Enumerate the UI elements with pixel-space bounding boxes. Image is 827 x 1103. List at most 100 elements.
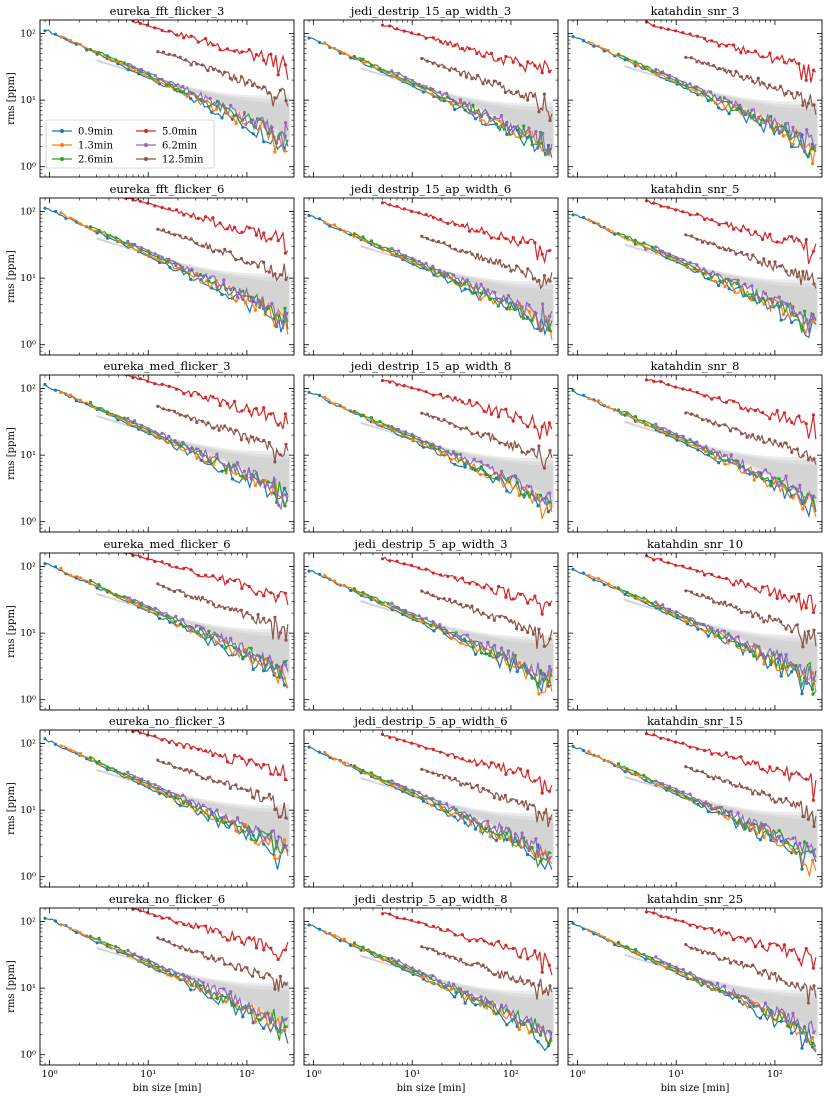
data-point (696, 802, 700, 806)
data-point (700, 418, 705, 422)
data-point (184, 768, 188, 772)
data-point (781, 313, 786, 317)
data-point (526, 450, 530, 454)
data-point (475, 229, 479, 233)
data-point (342, 937, 346, 941)
data-point (190, 983, 194, 987)
data-point (146, 958, 150, 962)
data-point (547, 421, 552, 425)
data-point (722, 984, 727, 988)
data-point (410, 31, 414, 35)
data-point (199, 278, 203, 282)
data-point (509, 619, 513, 623)
axes-frame (567, 374, 823, 533)
data-point (571, 744, 575, 748)
data-point (88, 225, 93, 229)
data-point (479, 641, 483, 645)
data-point (446, 394, 450, 398)
data-point (735, 644, 739, 648)
series-line-0.9min (44, 917, 289, 1044)
data-point (283, 306, 287, 310)
data-point (380, 379, 385, 383)
data-point (812, 984, 816, 988)
data-point (763, 292, 768, 296)
data-point (784, 796, 788, 801)
data-point (442, 418, 446, 422)
data-point (214, 640, 219, 644)
data-point (481, 786, 485, 790)
data-point (430, 92, 434, 96)
data-point (256, 265, 260, 269)
data-point (695, 212, 699, 216)
data-point (153, 252, 157, 256)
data-point (453, 933, 457, 937)
data-point (424, 213, 428, 217)
data-point (43, 382, 47, 387)
data-point (770, 652, 775, 656)
data-point (717, 283, 721, 288)
data-point (273, 272, 277, 276)
data-point (436, 240, 441, 244)
data-point (386, 602, 390, 606)
data-point (453, 576, 457, 580)
data-point (724, 400, 729, 404)
data-point (666, 738, 670, 742)
data-point (769, 114, 773, 119)
data-point (361, 768, 365, 773)
data-point (688, 32, 692, 36)
axes-frame (567, 197, 823, 356)
data-point (548, 491, 552, 495)
data-point (508, 838, 512, 842)
data-point (242, 294, 246, 298)
data-point (665, 76, 669, 81)
data-point (240, 756, 244, 761)
data-point (223, 782, 227, 786)
data-point (777, 834, 781, 839)
data-point (652, 379, 656, 383)
data-point (571, 567, 575, 571)
data-point (811, 692, 815, 696)
data-point (173, 88, 177, 92)
data-point (596, 44, 601, 48)
data-point (194, 273, 198, 277)
data-point (667, 607, 672, 612)
data-point (470, 432, 474, 436)
data-point (743, 468, 747, 473)
data-point (732, 227, 736, 231)
data-point (728, 961, 733, 965)
legend-label: 2.6min (78, 155, 114, 166)
data-point (167, 29, 171, 33)
data-point (795, 91, 799, 95)
data-point (527, 303, 531, 307)
data-point (194, 624, 198, 628)
data-point (542, 644, 547, 649)
series-line-0.9min (308, 746, 553, 871)
data-point (371, 597, 376, 602)
envelope-band (624, 243, 818, 322)
data-point (431, 593, 435, 598)
data-point (606, 405, 610, 409)
data-point (167, 940, 171, 944)
data-point (395, 74, 399, 78)
data-point (251, 974, 255, 978)
data-point (478, 472, 483, 477)
data-point (497, 415, 501, 419)
data-point (706, 809, 710, 814)
y-tick-label: 10² (20, 29, 36, 40)
data-point (773, 439, 777, 443)
data-point (504, 54, 508, 59)
y-axis-label: rms [ppm] (6, 782, 17, 835)
data-point (695, 440, 699, 444)
data-point (269, 52, 273, 56)
data-point (729, 992, 733, 996)
data-point (267, 973, 271, 977)
data-point (200, 244, 204, 248)
data-point (189, 214, 193, 218)
data-point (616, 586, 621, 590)
data-point (256, 480, 260, 484)
data-point (717, 66, 721, 71)
data-point (681, 790, 685, 794)
series-line-5.0min (125, 730, 289, 782)
data-point (505, 307, 509, 311)
data-point (242, 111, 246, 115)
